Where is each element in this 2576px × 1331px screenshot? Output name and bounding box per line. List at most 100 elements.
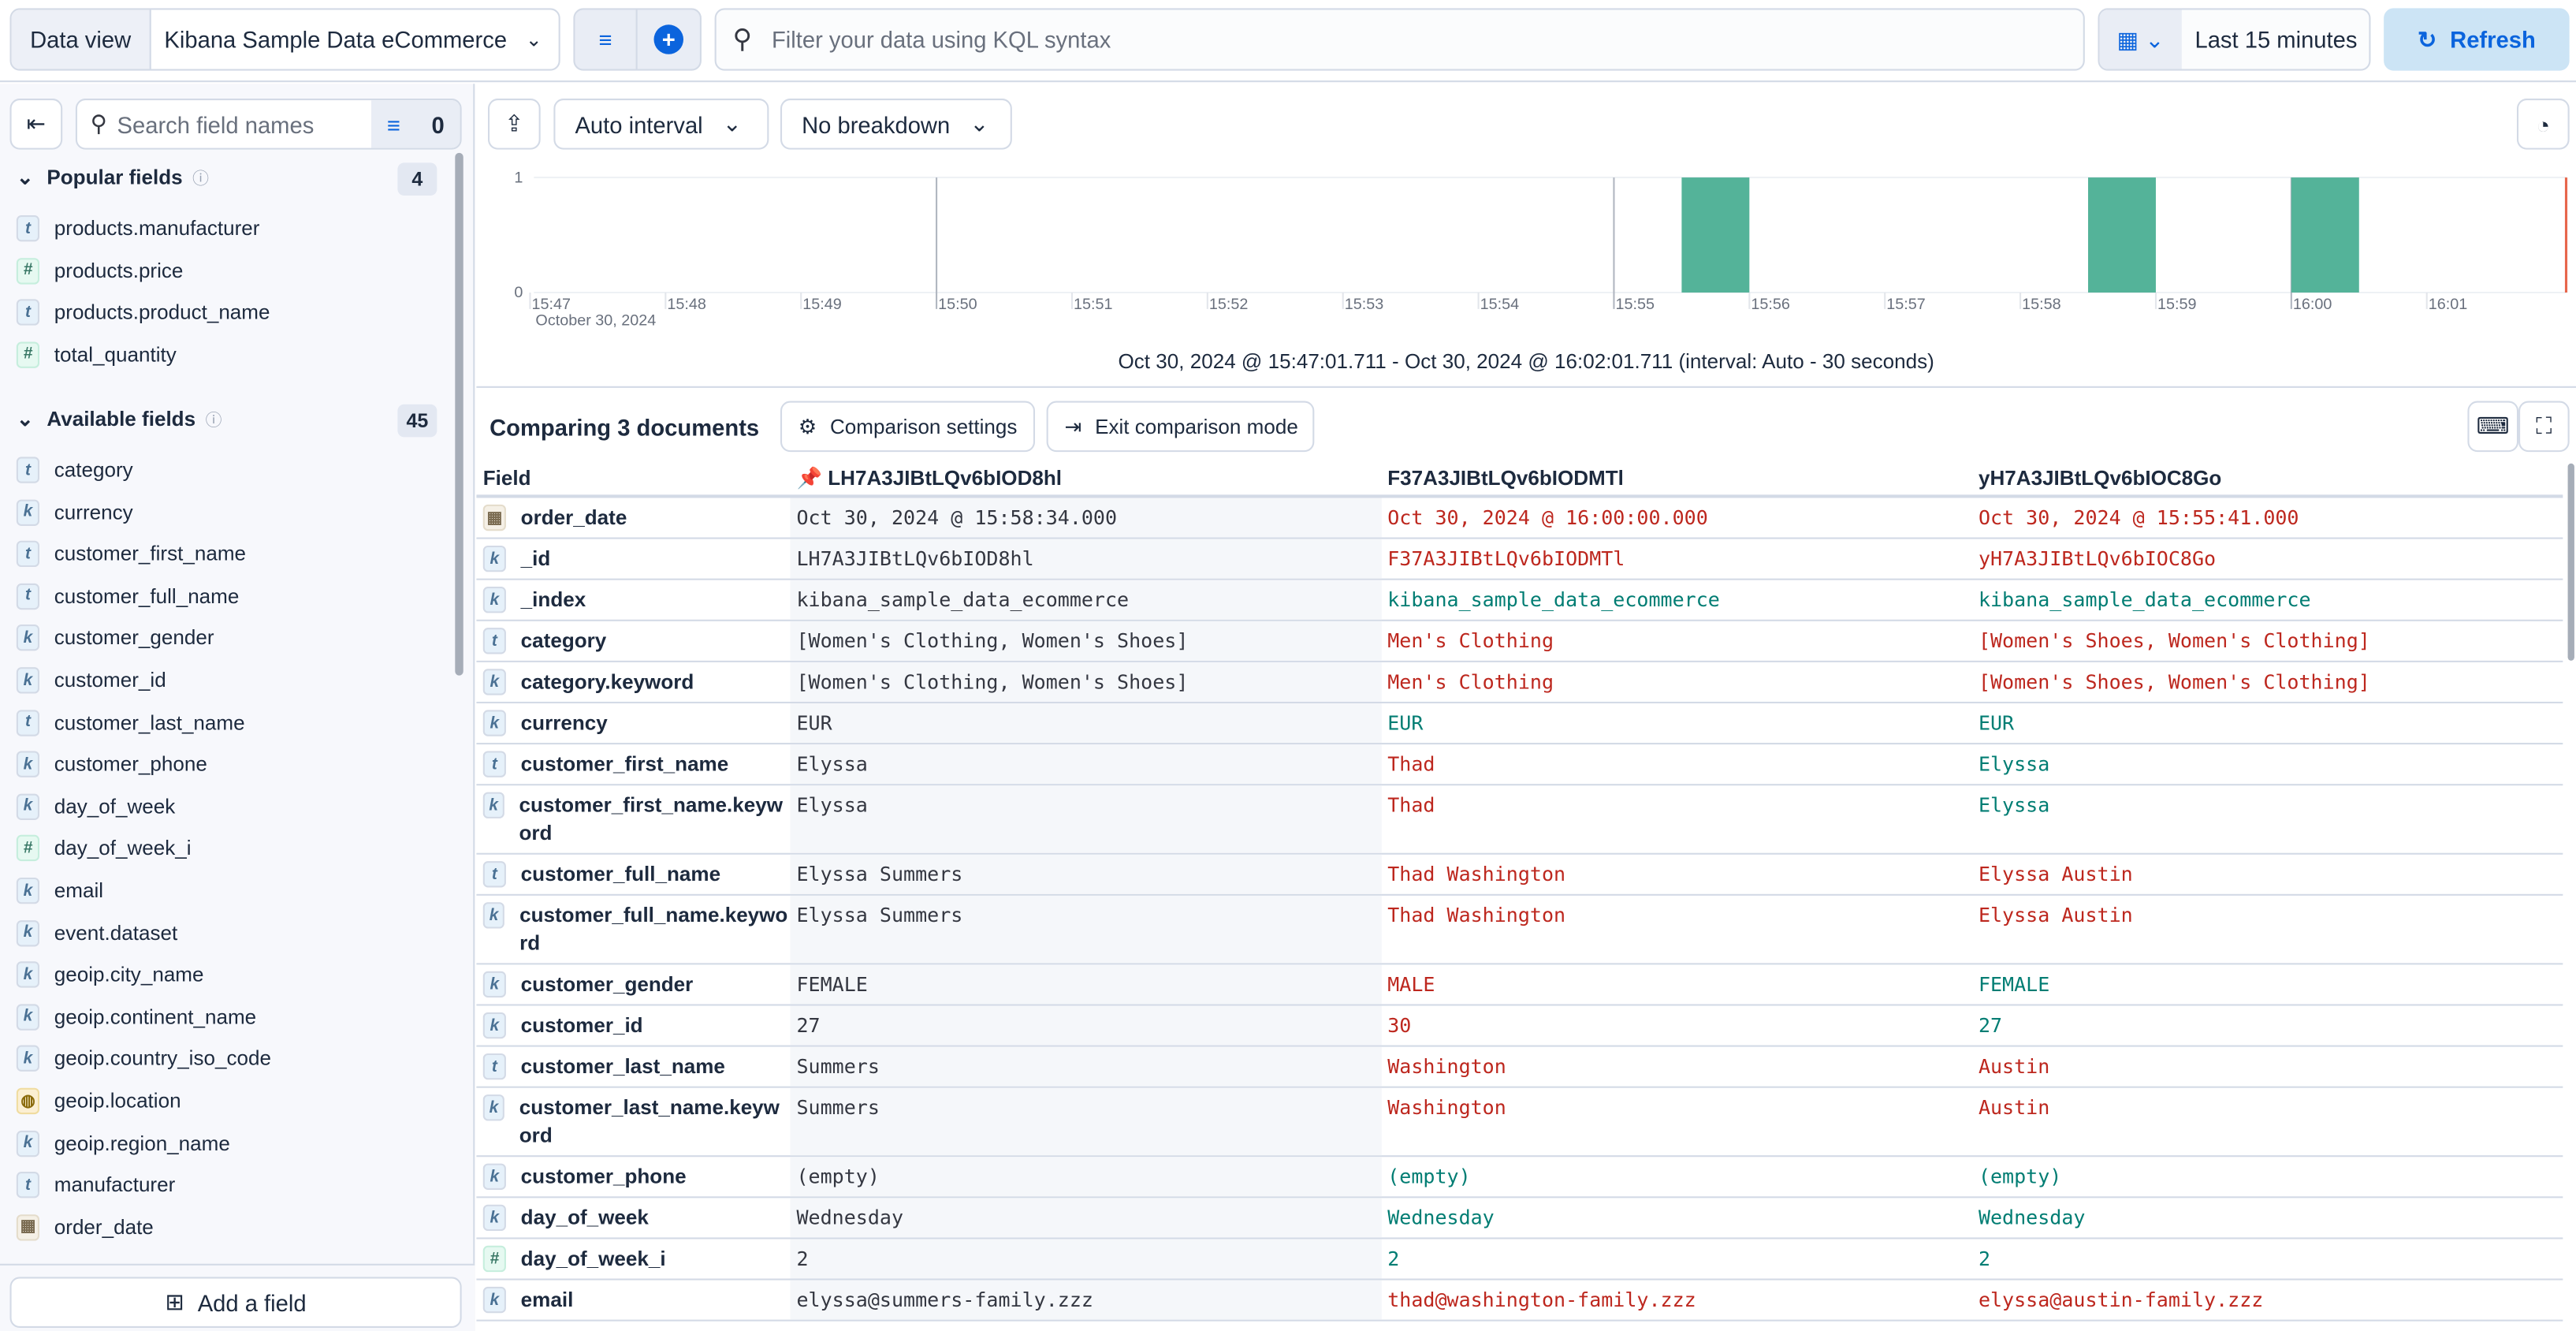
value-cell[interactable]: F37A3JIBtLQv6bIODMTl	[1387, 547, 1625, 571]
value-cell[interactable]: Summers	[790, 1087, 1381, 1156]
value-cell[interactable]: Oct 30, 2024 @ 15:58:34.000	[790, 498, 1381, 538]
sidebar-field-item[interactable]: k day_of_week	[16, 790, 175, 823]
value-cell[interactable]: Summers	[790, 1046, 1381, 1087]
value-cell[interactable]: [Women's Clothing, Women's Shoes]	[790, 662, 1381, 702]
add-field-button[interactable]: ⊞ Add a field	[9, 1277, 462, 1329]
field-cell[interactable]: k customer_full_name.keyword	[476, 896, 790, 963]
field-cell[interactable]: t customer_full_name	[476, 855, 790, 894]
value-cell[interactable]: Men's Clothing	[1387, 670, 1554, 694]
value-cell[interactable]: kibana_sample_data_ecommerce	[1387, 588, 1720, 612]
field-cell[interactable]: t customer_first_name	[476, 744, 790, 784]
field-cell[interactable]: k email	[476, 1281, 790, 1320]
field-cell[interactable]: k customer_gender	[476, 964, 790, 1004]
value-cell[interactable]: Thad	[1387, 793, 1435, 817]
sidebar-field-item[interactable]: k geoip.region_name	[16, 1127, 230, 1160]
breakdown-select[interactable]: No breakdown ⌄	[780, 99, 1012, 150]
sidebar-field-item[interactable]: k geoip.country_iso_code	[16, 1042, 271, 1076]
histogram-chart[interactable]: 15:47 15:48 15:49 15:50 15:51 15:52 15:53 15:54…	[476, 158, 2576, 355]
value-cell[interactable]: Elyssa Summers	[790, 854, 1381, 894]
available-fields-toggle[interactable]: ⌄ Available fields ⓘ	[16, 406, 222, 431]
interval-select[interactable]: Auto interval ⌄	[553, 99, 769, 150]
header-doc-2[interactable]: F37A3JIBtLQv6bIODMTl	[1387, 466, 1624, 490]
value-cell[interactable]: Men's Clothing	[1387, 629, 1554, 653]
field-search-input[interactable]: ⚲ Search field names ≡ 0	[75, 99, 462, 150]
value-cell[interactable]: Oct 30, 2024 @ 16:00:00.000	[1387, 505, 1708, 530]
sidebar-field-item[interactable]: k currency	[16, 496, 133, 529]
field-cell[interactable]: k currency	[476, 703, 790, 743]
value-cell[interactable]: Thad	[1387, 752, 1435, 776]
fullscreen-button[interactable]: ⛶	[2518, 401, 2570, 453]
value-cell[interactable]: Elyssa Austin	[1978, 863, 2133, 886]
value-cell[interactable]: kibana_sample_data_ecommerce	[790, 580, 1381, 620]
value-cell[interactable]: Elyssa	[790, 785, 1381, 853]
value-cell[interactable]: EUR	[790, 703, 1381, 744]
pin-icon[interactable]: 📌	[796, 466, 823, 490]
field-cell[interactable]: # day_of_week_i	[476, 1239, 790, 1278]
query-input[interactable]: ⚲ Filter your data using KQL syntax	[714, 8, 2085, 71]
sidebar-field-item[interactable]: ▦ order_date	[16, 1211, 154, 1244]
value-cell[interactable]: Washington	[1387, 1055, 1506, 1079]
value-cell[interactable]: 27	[1978, 1013, 2003, 1038]
value-cell[interactable]: Wednesday	[1387, 1206, 1495, 1229]
value-cell[interactable]: Oct 30, 2024 @ 15:55:41.000	[1978, 505, 2299, 530]
data-view-picker[interactable]: Data view Kibana Sample Data eCommerce ⌄	[9, 8, 560, 71]
field-cell[interactable]: k customer_first_name.keyword	[476, 785, 790, 852]
value-cell[interactable]: Washington	[1387, 1096, 1506, 1120]
field-cell[interactable]: t customer_last_name	[476, 1047, 790, 1087]
value-cell[interactable]: 30	[1387, 1013, 1412, 1038]
sidebar-scrollbar[interactable]	[455, 152, 463, 676]
field-cell[interactable]: k customer_id	[476, 1006, 790, 1046]
sidebar-field-item[interactable]: t manufacturer	[16, 1169, 175, 1202]
value-cell[interactable]: kibana_sample_data_ecommerce	[1978, 588, 2311, 612]
toggle-chart-button[interactable]: ⇪	[488, 99, 541, 150]
value-cell[interactable]: Wednesday	[790, 1198, 1381, 1238]
sidebar-field-item[interactable]: # products.price	[16, 254, 183, 287]
field-cell[interactable]: t category	[476, 621, 790, 661]
chart-options-button[interactable]: ◔	[2516, 99, 2570, 150]
popular-fields-toggle[interactable]: ⌄ Popular fields ⓘ	[16, 165, 209, 189]
sidebar-field-item[interactable]: t customer_last_name	[16, 706, 245, 739]
sidebar-field-item[interactable]: t customer_full_name	[16, 580, 240, 613]
sidebar-field-item[interactable]: t category	[16, 453, 133, 487]
field-cell[interactable]: k customer_last_name.keyword	[476, 1088, 790, 1155]
value-cell[interactable]: [Women's Clothing, Women's Shoes]	[790, 621, 1381, 661]
field-cell[interactable]: k _id	[476, 539, 790, 579]
value-cell[interactable]: (empty)	[1978, 1165, 2062, 1188]
value-cell[interactable]: Austin	[1978, 1096, 2050, 1120]
value-cell[interactable]: Elyssa Summers	[790, 895, 1381, 964]
value-cell[interactable]: elyssa@austin-family.zzz	[1978, 1288, 2264, 1312]
header-doc-pinned[interactable]: 📌 LH7A3JIBtLQv6bIOD8hl	[790, 464, 1381, 495]
table-scrollbar[interactable]	[2567, 463, 2574, 661]
value-cell[interactable]: (empty)	[1387, 1165, 1471, 1188]
value-cell[interactable]: Elyssa	[790, 744, 1381, 785]
sidebar-field-item[interactable]: k event.dataset	[16, 916, 177, 949]
sidebar-field-item[interactable]: k geoip.city_name	[16, 958, 204, 991]
value-cell[interactable]: Elyssa	[1978, 752, 2050, 776]
keyboard-shortcuts-button[interactable]: ⌨	[2467, 401, 2519, 453]
sidebar-field-item[interactable]: k customer_gender	[16, 622, 214, 655]
sidebar-field-item[interactable]: # day_of_week_i	[16, 832, 192, 865]
sidebar-field-item[interactable]: k email	[16, 874, 103, 908]
sidebar-field-item[interactable]: k geoip.continent_name	[16, 1001, 256, 1034]
sidebar-field-item[interactable]: k customer_phone	[16, 748, 207, 781]
value-cell[interactable]: EUR	[1387, 711, 1424, 735]
value-cell[interactable]: MALE	[1387, 972, 1435, 997]
field-cell[interactable]: k day_of_week	[476, 1198, 790, 1237]
value-cell[interactable]: 2	[1978, 1247, 1991, 1271]
header-doc-3[interactable]: yH7A3JIBtLQv6bIOC8Go	[1978, 466, 2222, 490]
field-cell[interactable]: k category.keyword	[476, 662, 790, 702]
value-cell[interactable]: [Women's Shoes, Women's Clothing]	[1978, 629, 2370, 653]
value-cell[interactable]: elyssa@summers-family.zzz	[790, 1280, 1381, 1320]
header-field[interactable]: Field	[482, 466, 531, 490]
value-cell[interactable]: FEMALE	[790, 964, 1381, 1005]
value-cell[interactable]: (empty)	[790, 1157, 1381, 1197]
value-cell[interactable]: EUR	[1978, 711, 2015, 735]
refresh-button[interactable]: ↻ Refresh	[2384, 8, 2570, 71]
field-cell[interactable]: ▦ order_date	[476, 498, 790, 538]
value-cell[interactable]: Wednesday	[1978, 1206, 2086, 1229]
field-cell[interactable]: k customer_phone	[476, 1157, 790, 1196]
value-cell[interactable]: FEMALE	[1978, 972, 2050, 997]
filter-menu-icon[interactable]: ≡	[575, 9, 638, 69]
value-cell[interactable]: 27	[790, 1005, 1381, 1046]
sidebar-field-item[interactable]: # total_quantity	[16, 338, 177, 371]
